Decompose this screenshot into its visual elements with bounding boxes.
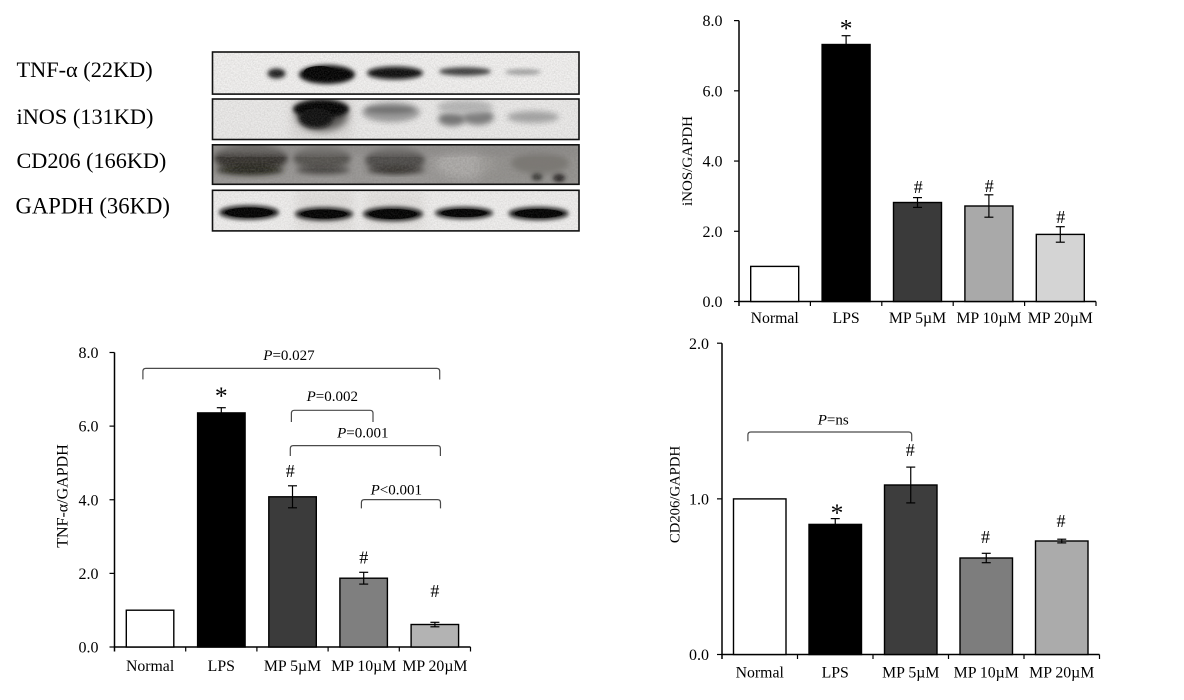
svg-text:6.0: 6.0 [79, 419, 99, 436]
svg-text:MP 5µM: MP 5µM [882, 665, 939, 682]
svg-text:0.0: 0.0 [689, 647, 709, 664]
svg-text:MP 5µM: MP 5µM [889, 310, 946, 327]
svg-text:CD206/GAPDH: CD206/GAPDH [668, 446, 684, 544]
svg-text:8.0: 8.0 [703, 13, 723, 30]
svg-text:P=0.002: P=0.002 [306, 389, 358, 405]
svg-text:P<0.001: P<0.001 [370, 483, 422, 499]
svg-text:0.0: 0.0 [703, 294, 723, 311]
svg-text:MP 5µM: MP 5µM [264, 658, 321, 675]
svg-text:#: # [1056, 207, 1065, 227]
svg-text:2.0: 2.0 [79, 566, 99, 583]
svg-text:LPS: LPS [208, 658, 235, 675]
svg-text:P=0.001: P=0.001 [336, 426, 388, 442]
svg-text:*: * [840, 14, 853, 43]
svg-text:Normal: Normal [736, 665, 785, 682]
svg-text:#: # [430, 581, 439, 601]
svg-text:LPS: LPS [832, 310, 859, 327]
svg-text:iNOS (131KD): iNOS (131KD) [17, 104, 154, 129]
svg-text:#: # [906, 440, 915, 460]
svg-text:#: # [914, 177, 923, 197]
svg-text:*: * [215, 381, 228, 410]
svg-text:TNF-α (22KD): TNF-α (22KD) [17, 57, 153, 82]
svg-text:#: # [985, 176, 994, 196]
svg-text:#: # [359, 548, 368, 568]
svg-text:LPS: LPS [822, 665, 849, 682]
svg-text:iNOS/GAPDH: iNOS/GAPDH [680, 116, 696, 206]
svg-text:MP 10µM: MP 10µM [954, 665, 1019, 682]
svg-text:4.0: 4.0 [79, 492, 99, 509]
svg-text:Normal: Normal [126, 658, 175, 675]
svg-text:0.0: 0.0 [79, 640, 99, 657]
svg-text:MP 20µM: MP 20µM [402, 658, 467, 675]
svg-text:MP 10µM: MP 10µM [956, 310, 1021, 327]
svg-text:1.0: 1.0 [689, 491, 709, 508]
svg-text:4.0: 4.0 [703, 154, 723, 171]
svg-text:CD206 (166KD): CD206 (166KD) [17, 148, 167, 173]
svg-text:GAPDH (36KD): GAPDH (36KD) [16, 194, 170, 219]
svg-text:#: # [981, 527, 990, 547]
svg-text:MP 20µM: MP 20µM [1029, 665, 1094, 682]
svg-text:MP 20µM: MP 20µM [1028, 310, 1093, 327]
svg-text:2.0: 2.0 [689, 336, 709, 353]
svg-text:*: * [831, 498, 844, 527]
svg-text:Normal: Normal [751, 310, 800, 327]
svg-text:6.0: 6.0 [703, 83, 723, 100]
svg-text:MP 10µM: MP 10µM [331, 658, 396, 675]
svg-text:8.0: 8.0 [79, 345, 99, 362]
svg-text:TNF-α/GAPDH: TNF-α/GAPDH [55, 444, 72, 548]
svg-text:#: # [286, 461, 295, 481]
svg-text:#: # [1057, 511, 1066, 531]
svg-text:P=ns: P=ns [817, 413, 849, 429]
svg-text:P=0.027: P=0.027 [262, 348, 315, 364]
svg-text:2.0: 2.0 [703, 224, 723, 241]
